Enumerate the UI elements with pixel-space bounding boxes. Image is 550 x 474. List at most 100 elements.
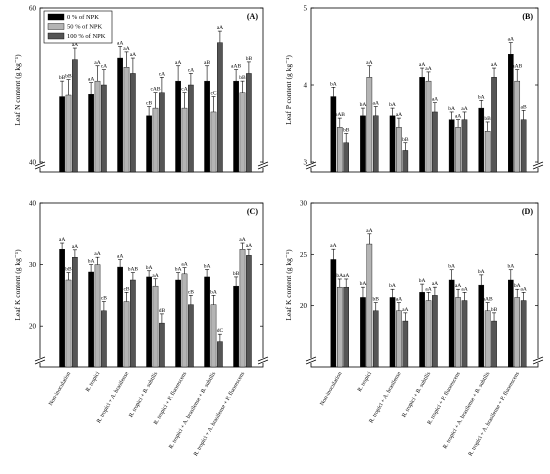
significance-label: cB (146, 101, 152, 107)
category-label: Non-inoculation (48, 371, 72, 407)
bar (372, 310, 379, 368)
legend: 0 % of NPK 50 % of NPK 100 % of NPK (43, 10, 113, 44)
legend-swatch (47, 32, 65, 40)
bar (175, 80, 181, 173)
significance-label: aA (246, 243, 252, 249)
bar (59, 96, 65, 173)
axis-break-mark (257, 161, 269, 167)
bar (402, 320, 409, 368)
category-label: R. tropici + B. subtilis (401, 370, 432, 418)
significance-label: bA (507, 264, 514, 270)
significance-label: bA (360, 102, 367, 108)
significance-label: bA (514, 283, 521, 289)
bar (94, 264, 101, 368)
significance-label: bAB (335, 112, 346, 118)
significance-label: dC (217, 328, 224, 334)
significance-label: cAB (150, 87, 160, 93)
significance-label: aA (175, 60, 181, 66)
axis-break-gap (533, 358, 543, 363)
significance-label: bAB (128, 267, 139, 273)
y-tick-label: 4 (304, 82, 308, 90)
bar (59, 248, 65, 368)
y-axis-title: Leaf P content (g kg⁻¹) (284, 55, 293, 125)
bar (484, 310, 491, 368)
y-tick-label: 20 (29, 323, 37, 331)
significance-label: aA (72, 42, 78, 48)
significance-label: bB (343, 128, 350, 134)
significance-label: aA (425, 286, 431, 292)
significance-label: aA (366, 60, 372, 66)
axis-break-gap (258, 163, 268, 168)
significance-label: cA (188, 67, 194, 73)
significance-label: bA (204, 264, 211, 270)
bar (152, 107, 159, 173)
bar (88, 271, 94, 368)
bar (455, 127, 461, 173)
bar (246, 255, 252, 368)
panel-label: (D) (522, 207, 533, 216)
bar (514, 80, 521, 173)
bar (204, 276, 210, 368)
axis-break-mark (257, 359, 269, 365)
bar (152, 285, 159, 368)
axis-break-gap (306, 358, 316, 363)
significance-label: aA (432, 97, 438, 103)
y-axis-title: Leaf K content (g kg⁻¹) (284, 249, 293, 321)
axis-break-mark (305, 164, 317, 170)
significance-label: aA (117, 254, 123, 260)
bar (419, 292, 425, 368)
bar (491, 320, 497, 368)
axis-break-mark (532, 161, 544, 167)
significance-label: aA (461, 106, 467, 112)
panel-label: (C) (247, 207, 258, 216)
significance-label: aA (94, 60, 100, 66)
bar (123, 301, 130, 368)
significance-label: cB (188, 289, 194, 295)
bar (146, 276, 152, 368)
bar (123, 67, 130, 173)
axis-break-mark (305, 161, 317, 167)
bar (210, 304, 217, 368)
significance-label: bA (146, 265, 153, 271)
y-tick-label: 20 (300, 302, 308, 310)
y-tick-label: 25 (300, 251, 308, 259)
bar (130, 73, 136, 173)
significance-label: aA (181, 262, 187, 268)
significance-label: bA (330, 81, 337, 87)
significance-label: aA (455, 114, 461, 120)
significance-label: aA (491, 62, 497, 68)
significance-label: aA (396, 112, 402, 118)
significance-label: aA (59, 237, 65, 243)
category-label: R. tropici + A. brasilense + P. fluoresc… (467, 370, 521, 457)
significance-label: bB (402, 137, 409, 143)
bar (239, 92, 246, 173)
bar (425, 300, 432, 368)
axis-break-mark (532, 356, 544, 362)
bar (117, 57, 123, 173)
significance-label: aA (366, 228, 372, 234)
significance-label: bA (360, 281, 367, 287)
bar (389, 115, 396, 173)
significance-label: cA (101, 64, 107, 70)
significance-label: aA (330, 243, 336, 249)
category-label: R. tropici + B. subtilis (128, 370, 159, 418)
bar (101, 84, 107, 173)
axis-break-mark (532, 359, 544, 365)
bar (181, 273, 188, 368)
y-tick-label: 40 (29, 200, 37, 208)
axis-break-gap (533, 163, 543, 168)
y-axis-title: Leaf N content (g kg⁻¹) (13, 54, 22, 126)
bar (188, 304, 194, 368)
significance-label: bA (389, 283, 396, 289)
significance-label: aA (455, 283, 461, 289)
bar (520, 119, 527, 173)
significance-label: aA (425, 66, 431, 72)
bar (343, 142, 349, 173)
significance-label: cA (181, 87, 187, 93)
category-label: R. tropici + A. brasilense (368, 371, 402, 425)
bar (432, 295, 438, 368)
bar (478, 107, 485, 173)
